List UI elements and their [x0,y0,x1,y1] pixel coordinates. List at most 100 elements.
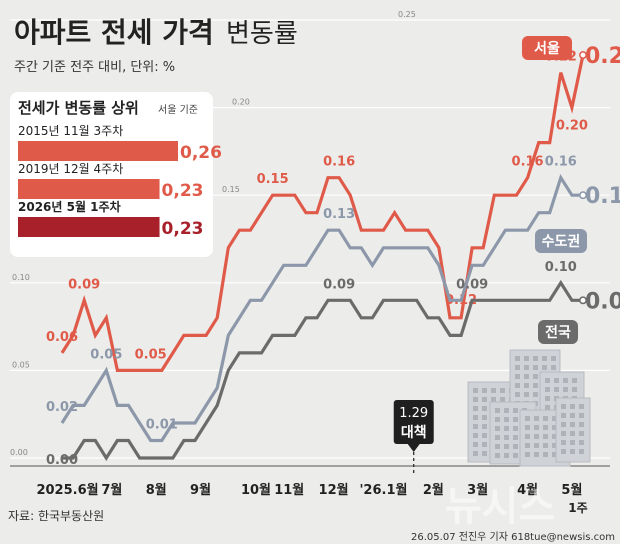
building-window [482,451,487,456]
building-window [543,452,548,457]
building-window [554,378,559,383]
building-window [491,397,496,402]
building-window [543,434,548,439]
ranking-item-value: 0,26 [180,143,222,163]
building-window [563,387,568,392]
building-window [533,392,538,397]
y-tick-label: 0.15 [222,185,240,194]
building-window [504,408,509,413]
building-window [524,392,529,397]
building-window [525,443,530,448]
building-window [534,434,539,439]
x-tick-label: 11월 [274,482,304,498]
building-window [525,434,530,439]
building-window [482,388,487,393]
building-window [561,422,566,427]
ranking-items: 2015년 11월 3주차 0,26 2019년 12월 4주차 0,23 2026년 … [18,124,222,239]
building-window [515,356,520,361]
building-window [552,425,557,430]
ranking-panel: 전세가 변동률 상위 서울 기준 2015년 11월 3주차 0,26 2019년 … [10,92,222,257]
x-tick-label: 4월 [517,482,538,498]
apartment-illustration [467,349,591,467]
data-label: 0.02 [46,400,78,415]
building-window [482,433,487,438]
building-window [500,388,505,393]
building-window [504,435,509,440]
data-label: 0.01 [146,417,178,432]
x-tick-label: 2025.6월 [36,482,98,498]
data-label: 0.20 [556,119,588,134]
building-window [570,449,575,454]
building-window [513,408,518,413]
y-tick-label: 0.20 [232,98,250,107]
building-window [579,449,584,454]
x-tick-sublabel: 1주 [568,501,587,515]
building-window [482,397,487,402]
data-label: 0.06 [46,330,78,345]
end-point [579,191,587,200]
building-window [552,443,557,448]
y-tick-label: 0.10 [12,273,30,282]
building-window [543,443,548,448]
end-point [579,296,587,305]
building-window [579,431,584,436]
watermark: 뉴시스 [445,484,555,530]
series-line-전국 [62,279,583,461]
building-window [561,413,566,418]
building-window [495,417,500,422]
building-window [482,442,487,447]
building-window [473,442,478,447]
series-layer: 0.060.090.050.150.160.120.160.220.200.23… [46,36,620,468]
data-label: 0.05 [90,347,122,362]
building-window [482,424,487,429]
building-window [491,388,496,393]
ranking-item-label: 2019년 12월 4주차 [18,162,123,176]
policy-event-marker: 1.29 대책 [393,400,434,476]
building-window [524,383,529,388]
building-window [570,440,575,445]
policy-event-date: 1.29 [399,406,428,421]
data-label: 0.09 [68,277,100,292]
building-window [524,356,529,361]
x-tick-label: 5월 [561,482,582,498]
building-window [504,444,509,449]
building-window [513,435,518,440]
chart-title-light: 변동률 [226,19,298,49]
building-window [473,424,478,429]
x-tick-label: '26.1월 [359,482,407,498]
ranking-item-value: 0,23 [162,181,204,201]
building-window [561,404,566,409]
building-window [563,378,568,383]
ranking-item-value: 0,23 [162,219,204,239]
building-window [542,365,547,370]
chart-subtitle: 주간 기준 전주 대비, 단위: % [14,60,175,75]
building-window [533,383,538,388]
building-window [515,365,520,370]
x-tick-label: 3월 [467,482,488,498]
building-window [545,378,550,383]
building-window [572,387,577,392]
building-window [551,365,556,370]
building-window [552,434,557,439]
x-tick-label: 2월 [423,482,444,498]
ranking-panel-title: 전세가 변동률 상위 [18,99,139,117]
ranking-item-label: 2026년 5월 1주차 [18,199,121,214]
building-window [495,435,500,440]
building-window [473,388,478,393]
series-line-수도권 [60,173,583,443]
building-window [545,396,550,401]
building-window [525,416,530,421]
data-label: 0.15 [257,172,289,187]
policy-event-label: 대책 [401,425,427,441]
building-window [513,426,518,431]
building-window [473,451,478,456]
building-window [579,404,584,409]
data-label: 0.16 [323,155,355,170]
building-window [524,365,529,370]
building-window [482,406,487,411]
building-window [524,374,529,379]
legend-label: 전국 [545,324,571,341]
building-window [513,453,518,458]
y-tick-label: 0.05 [12,360,30,369]
